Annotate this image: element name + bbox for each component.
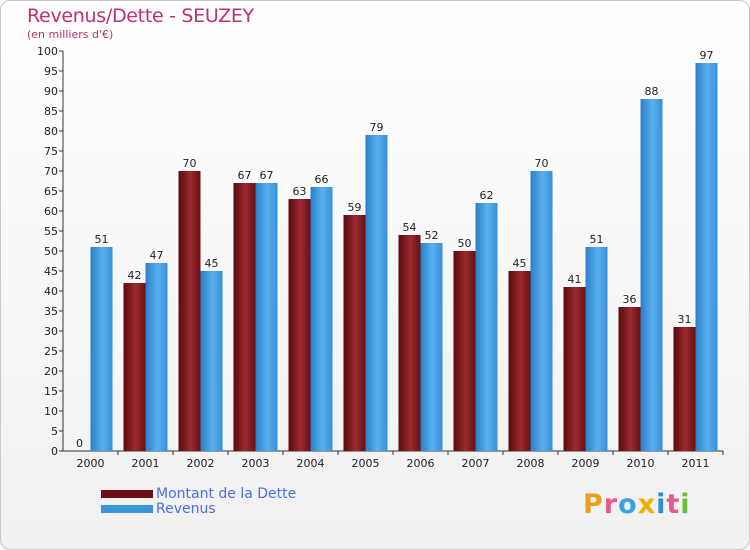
y-tick-label: 35 bbox=[44, 305, 58, 318]
value-label-dette: 59 bbox=[348, 201, 362, 214]
y-tick-label: 45 bbox=[44, 265, 58, 278]
bar-revenus bbox=[310, 187, 333, 451]
x-tick-label: 2003 bbox=[242, 457, 270, 470]
bar-dette bbox=[123, 283, 146, 451]
y-tick-label: 30 bbox=[44, 325, 58, 338]
legend-label-revenus: Revenus bbox=[156, 501, 216, 517]
bar-dette bbox=[563, 287, 586, 451]
value-label-dette: 41 bbox=[568, 273, 582, 286]
x-tick-label: 2007 bbox=[462, 457, 490, 470]
x-tick-label: 2006 bbox=[407, 457, 435, 470]
value-label-revenus: 45 bbox=[205, 257, 219, 270]
value-label-revenus: 70 bbox=[535, 157, 549, 170]
value-label-dette: 50 bbox=[458, 237, 472, 250]
y-tick-label: 5 bbox=[51, 425, 58, 438]
y-tick-label: 80 bbox=[44, 125, 58, 138]
y-tick-label: 25 bbox=[44, 345, 58, 358]
y-tick-label: 20 bbox=[44, 365, 58, 378]
legend-swatch-dette bbox=[101, 490, 153, 498]
value-label-revenus: 62 bbox=[480, 189, 494, 202]
bar-revenus bbox=[695, 63, 718, 451]
bar-dette bbox=[453, 251, 476, 451]
y-tick-label: 70 bbox=[44, 165, 58, 178]
proxiti-logo: Proxiti bbox=[583, 489, 691, 520]
y-tick-label: 95 bbox=[44, 65, 58, 78]
x-tick-label: 2010 bbox=[627, 457, 655, 470]
value-label-revenus: 97 bbox=[700, 49, 714, 62]
y-tick-label: 90 bbox=[44, 85, 58, 98]
logo-letter: i bbox=[656, 489, 667, 520]
value-label-dette: 42 bbox=[128, 269, 142, 282]
value-label-dette: 63 bbox=[293, 185, 307, 198]
bar-dette bbox=[233, 183, 256, 451]
bar-revenus bbox=[475, 203, 498, 451]
x-tick-label: 2011 bbox=[682, 457, 710, 470]
y-tick-label: 85 bbox=[44, 105, 58, 118]
logo-letter: i bbox=[680, 489, 691, 520]
value-label-dette: 45 bbox=[513, 257, 527, 270]
bar-dette bbox=[288, 199, 311, 451]
y-tick-label: 50 bbox=[44, 245, 58, 258]
bar-dette bbox=[343, 215, 366, 451]
value-label-revenus: 51 bbox=[590, 233, 604, 246]
axes: 0510152025303540455055606570758085909510… bbox=[37, 45, 724, 470]
bar-revenus bbox=[420, 243, 443, 451]
y-tick-label: 40 bbox=[44, 285, 58, 298]
bar-revenus bbox=[365, 135, 388, 451]
legend-label-dette: Montant de la Dette bbox=[156, 486, 297, 502]
bar-revenus bbox=[255, 183, 278, 451]
x-tick-label: 2009 bbox=[572, 457, 600, 470]
chart-title: Revenus/Dette - SEUZEY bbox=[27, 5, 254, 27]
x-tick-label: 2004 bbox=[297, 457, 325, 470]
value-labels: 0 51 42 47 70 45 67 67 63 66 59 79 54 52 50 62 45 70 41 51 3… bbox=[76, 49, 714, 450]
y-tick-label: 60 bbox=[44, 205, 58, 218]
y-tick-label: 100 bbox=[37, 45, 58, 58]
y-tick-label: 0 bbox=[51, 445, 58, 458]
logo-letter: t bbox=[666, 489, 681, 520]
logo-letter: x bbox=[637, 489, 657, 520]
value-label-revenus: 52 bbox=[425, 229, 439, 242]
legend-swatch-revenus bbox=[101, 505, 153, 513]
bar-dette bbox=[508, 271, 531, 451]
y-tick-label: 15 bbox=[44, 385, 58, 398]
chart-subtitle: (en milliers d'€) bbox=[27, 28, 114, 41]
value-label-revenus: 67 bbox=[260, 169, 274, 182]
bar-revenus bbox=[640, 99, 663, 451]
value-label-revenus: 88 bbox=[645, 85, 659, 98]
value-label-dette: 70 bbox=[183, 157, 197, 170]
value-label-revenus: 47 bbox=[150, 249, 164, 262]
bar-dette bbox=[618, 307, 641, 451]
logo-letter: P bbox=[583, 489, 604, 520]
value-label-dette: 0 bbox=[76, 437, 83, 450]
x-tick-label: 2001 bbox=[132, 457, 160, 470]
y-tick-label: 10 bbox=[44, 405, 58, 418]
bar-revenus bbox=[585, 247, 608, 451]
bar-revenus bbox=[200, 271, 223, 451]
bar-dette bbox=[178, 171, 201, 451]
bar-dette bbox=[398, 235, 421, 451]
value-label-revenus: 79 bbox=[370, 121, 384, 134]
bars bbox=[90, 63, 718, 451]
logo-letter: o bbox=[618, 489, 638, 520]
bar-dette bbox=[673, 327, 696, 451]
y-tick-label: 55 bbox=[44, 225, 58, 238]
logo-letter: r bbox=[603, 489, 619, 520]
x-tick-label: 2000 bbox=[77, 457, 105, 470]
value-label-revenus: 66 bbox=[315, 173, 329, 186]
value-label-revenus: 51 bbox=[95, 233, 109, 246]
bar-revenus bbox=[530, 171, 553, 451]
x-tick-label: 2002 bbox=[187, 457, 215, 470]
y-tick-label: 75 bbox=[44, 145, 58, 158]
value-label-dette: 36 bbox=[623, 293, 637, 306]
value-label-dette: 31 bbox=[678, 313, 692, 326]
y-tick-label: 65 bbox=[44, 185, 58, 198]
value-label-dette: 54 bbox=[403, 221, 417, 234]
x-tick-label: 2008 bbox=[517, 457, 545, 470]
bar-revenus bbox=[145, 263, 168, 451]
value-label-dette: 67 bbox=[238, 169, 252, 182]
bar-revenus bbox=[90, 247, 113, 451]
x-tick-label: 2005 bbox=[352, 457, 380, 470]
